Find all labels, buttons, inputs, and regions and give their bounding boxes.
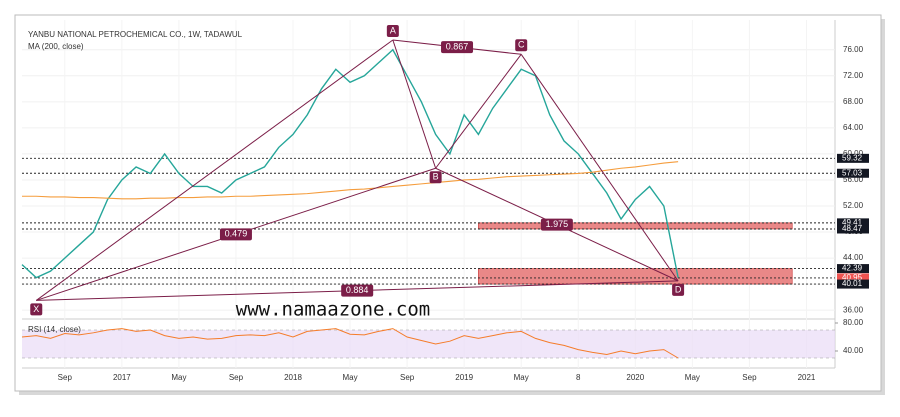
point-label: C [518, 40, 525, 50]
y-tick-label: 76.00 [843, 45, 864, 54]
point-box [429, 171, 442, 184]
rsi-label: RSI (14, close) [28, 325, 81, 334]
point-label: B [433, 172, 439, 182]
level-label-box [837, 264, 869, 274]
rsi-line [21, 328, 679, 359]
pattern-line [435, 53, 522, 169]
level-label: 57.03 [842, 168, 863, 177]
level-label: 49.41 [842, 218, 863, 227]
x-tick-label: May [685, 373, 700, 382]
point-box [672, 283, 685, 296]
watermark: www.namaazone.com [236, 299, 430, 321]
ratio-label: 0.884 [346, 285, 369, 295]
price-line [22, 161, 679, 200]
ratio-box [441, 41, 474, 54]
zone [478, 222, 793, 230]
level-label-box [837, 224, 869, 234]
chart-title: YANBU NATIONAL PETROCHEMICAL CO., 1W, TA… [28, 30, 243, 39]
x-tick-label: May [514, 373, 529, 382]
x-tick-label: 2019 [455, 373, 473, 382]
point-label: D [675, 284, 682, 294]
y-tick-label: 44.00 [843, 253, 864, 262]
y-tick-label: 36.00 [843, 305, 864, 314]
pattern-line [392, 39, 437, 169]
point-box [515, 39, 528, 52]
price-line [21, 48, 679, 279]
point-label: A [390, 25, 396, 35]
level-label-box [837, 218, 869, 228]
y-tick-label: 56.00 [843, 175, 864, 184]
ratio-label: 0.867 [446, 42, 469, 52]
level-label-box [837, 168, 869, 178]
x-tick-label: 2017 [113, 373, 131, 382]
point-box [30, 303, 43, 316]
level-label: 40.95 [842, 273, 863, 282]
level-label: 40.01 [842, 279, 863, 288]
x-tick-label: 2020 [626, 373, 644, 382]
level-label: 48.47 [842, 224, 863, 233]
point-label: X [33, 304, 39, 314]
x-tick-label: Sep [742, 373, 757, 382]
y-tick-label: 64.00 [843, 123, 864, 132]
rsi-band [22, 330, 835, 359]
pattern-line [520, 54, 679, 282]
level-label-box [837, 279, 869, 289]
y-tick-label: 68.00 [843, 97, 864, 106]
frame [14, 14, 882, 392]
x-tick-label: Sep [58, 373, 73, 382]
ma-label: MA (200, close) [28, 42, 84, 51]
ratio-box [540, 218, 573, 231]
main-pane: 36.0040.0044.0048.0052.0056.0060.0064.00… [21, 20, 869, 382]
ratio-label: 1.975 [546, 219, 569, 229]
level-label: 42.39 [842, 264, 863, 273]
x-tick-label: May [171, 373, 186, 382]
ratio-box [219, 228, 252, 241]
rsi-tick-label: 80.00 [843, 318, 864, 327]
point-box [386, 24, 399, 37]
pattern-line [35, 39, 394, 301]
x-tick-label: 2018 [284, 373, 302, 382]
ratio-box [341, 284, 374, 297]
y-tick-label: 60.00 [843, 149, 864, 158]
x-tick-label: Sep [400, 373, 415, 382]
y-tick-label: 52.00 [843, 201, 864, 210]
x-tick-label: May [342, 373, 357, 382]
rsi-tick-label: 40.00 [843, 346, 864, 355]
x-tick-label: 2021 [798, 373, 816, 382]
y-tick-label: 72.00 [843, 71, 864, 80]
level-label-box [837, 273, 869, 283]
level-label: 59.32 [842, 153, 863, 162]
level-label-box [837, 153, 869, 163]
x-tick-label: 8 [576, 373, 581, 382]
x-tick-label: Sep [229, 373, 244, 382]
ratio-label: 0.479 [225, 229, 248, 239]
